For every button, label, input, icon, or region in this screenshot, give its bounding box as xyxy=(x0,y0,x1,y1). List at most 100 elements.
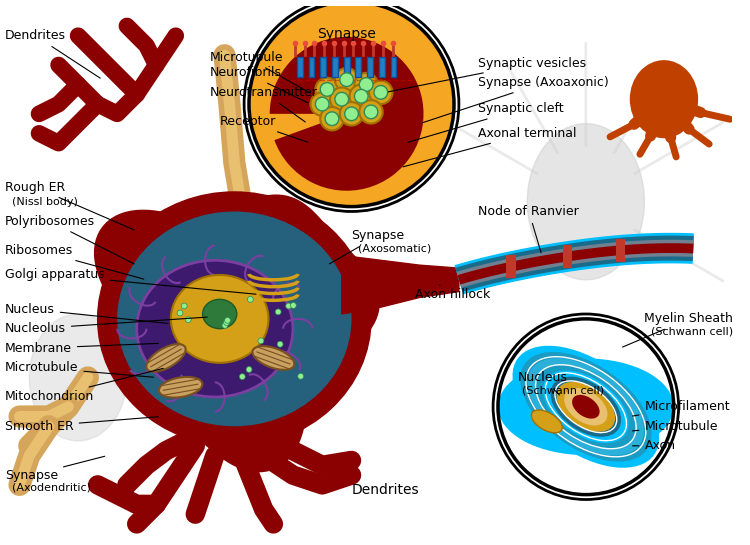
Text: Synapse: Synapse xyxy=(5,456,105,482)
Text: Golgi apparatus: Golgi apparatus xyxy=(5,269,256,294)
Circle shape xyxy=(359,100,382,124)
Text: Dendrites: Dendrites xyxy=(352,483,419,496)
Polygon shape xyxy=(342,256,459,314)
Ellipse shape xyxy=(556,382,615,432)
Bar xyxy=(320,57,326,77)
Ellipse shape xyxy=(512,346,659,468)
Circle shape xyxy=(345,107,358,120)
Circle shape xyxy=(167,294,173,300)
Bar xyxy=(616,239,626,262)
Text: Synaptic cleft: Synaptic cleft xyxy=(408,102,564,142)
Text: (Axodendritic): (Axodendritic) xyxy=(12,483,91,493)
Circle shape xyxy=(184,337,190,342)
Circle shape xyxy=(330,87,353,111)
Bar xyxy=(506,255,516,278)
Text: Axon hillock: Axon hillock xyxy=(415,284,491,301)
Text: Axonal terminal: Axonal terminal xyxy=(403,127,577,167)
Ellipse shape xyxy=(29,314,127,441)
Circle shape xyxy=(211,300,217,306)
Text: Microfilament: Microfilament xyxy=(632,400,730,416)
Text: Node of Ranvier: Node of Ranvier xyxy=(478,205,579,253)
Ellipse shape xyxy=(527,124,644,280)
Text: Polyribosomes: Polyribosomes xyxy=(5,215,134,264)
Text: Nucleolus: Nucleolus xyxy=(5,317,207,335)
Text: (Nissl body): (Nissl body) xyxy=(12,197,77,207)
Text: Dendrites: Dendrites xyxy=(5,29,100,78)
Circle shape xyxy=(259,334,265,340)
Circle shape xyxy=(364,105,378,119)
Ellipse shape xyxy=(253,346,294,370)
Text: Synapse: Synapse xyxy=(329,229,405,264)
Text: Rough ER: Rough ER xyxy=(5,180,134,230)
Ellipse shape xyxy=(171,275,268,363)
Ellipse shape xyxy=(498,359,674,455)
Circle shape xyxy=(291,364,297,370)
Bar xyxy=(356,57,362,77)
Circle shape xyxy=(310,92,334,116)
Ellipse shape xyxy=(528,358,644,456)
Text: Membrane: Membrane xyxy=(5,342,158,355)
Text: Microtubule: Microtubule xyxy=(210,51,310,93)
Circle shape xyxy=(320,107,344,130)
Bar xyxy=(368,57,373,77)
Circle shape xyxy=(350,84,373,108)
Bar xyxy=(344,57,350,77)
Text: Synapse: Synapse xyxy=(317,27,376,41)
Circle shape xyxy=(173,309,178,315)
Wedge shape xyxy=(270,37,424,191)
Circle shape xyxy=(217,313,223,319)
Circle shape xyxy=(340,102,363,125)
Ellipse shape xyxy=(146,344,186,372)
Circle shape xyxy=(316,97,329,111)
Text: Microtubule: Microtubule xyxy=(632,420,718,433)
Circle shape xyxy=(369,81,392,104)
Bar xyxy=(332,57,338,77)
Circle shape xyxy=(289,318,295,323)
Ellipse shape xyxy=(543,371,628,443)
Text: (Axosomatic): (Axosomatic) xyxy=(358,244,431,253)
Text: Nucleus: Nucleus xyxy=(5,302,168,324)
Circle shape xyxy=(359,78,373,92)
Polygon shape xyxy=(94,195,380,471)
Text: (Schwann cell): (Schwann cell) xyxy=(522,385,605,395)
Text: Synapse (Axoaxonic): Synapse (Axoaxonic) xyxy=(422,76,609,123)
Text: Neurotransmitter: Neurotransmitter xyxy=(210,86,318,122)
Circle shape xyxy=(244,0,459,211)
Text: Microtubule: Microtubule xyxy=(5,361,154,377)
Ellipse shape xyxy=(564,388,608,426)
Circle shape xyxy=(236,306,242,312)
Ellipse shape xyxy=(117,211,352,426)
Circle shape xyxy=(316,78,339,101)
Ellipse shape xyxy=(520,352,652,462)
Circle shape xyxy=(335,68,358,92)
Text: Myelin Sheath: Myelin Sheath xyxy=(622,312,734,347)
Ellipse shape xyxy=(531,410,562,433)
Text: Axon: Axon xyxy=(632,439,676,452)
Circle shape xyxy=(285,325,291,331)
Text: Receptor: Receptor xyxy=(220,115,308,142)
Text: Smooth ER: Smooth ER xyxy=(5,417,158,433)
Text: (Schwann cell): (Schwann cell) xyxy=(651,326,734,337)
Bar xyxy=(379,57,385,77)
Text: Mitochondrion: Mitochondrion xyxy=(5,368,164,403)
Circle shape xyxy=(340,73,353,87)
Circle shape xyxy=(355,73,378,96)
Circle shape xyxy=(286,308,292,314)
Circle shape xyxy=(355,89,368,103)
Circle shape xyxy=(320,83,334,96)
Wedge shape xyxy=(249,2,454,207)
Ellipse shape xyxy=(98,192,371,446)
Bar xyxy=(308,57,314,77)
Ellipse shape xyxy=(550,377,621,437)
Bar xyxy=(297,57,303,77)
Circle shape xyxy=(493,314,679,500)
Circle shape xyxy=(282,328,288,334)
Circle shape xyxy=(226,308,232,314)
Text: Synaptic vesicles: Synaptic vesicles xyxy=(388,57,586,92)
Circle shape xyxy=(374,86,388,99)
Ellipse shape xyxy=(202,299,237,329)
Ellipse shape xyxy=(136,261,293,397)
Ellipse shape xyxy=(572,395,599,419)
Circle shape xyxy=(326,112,339,125)
Text: Neurofibrils: Neurofibrils xyxy=(210,66,308,103)
